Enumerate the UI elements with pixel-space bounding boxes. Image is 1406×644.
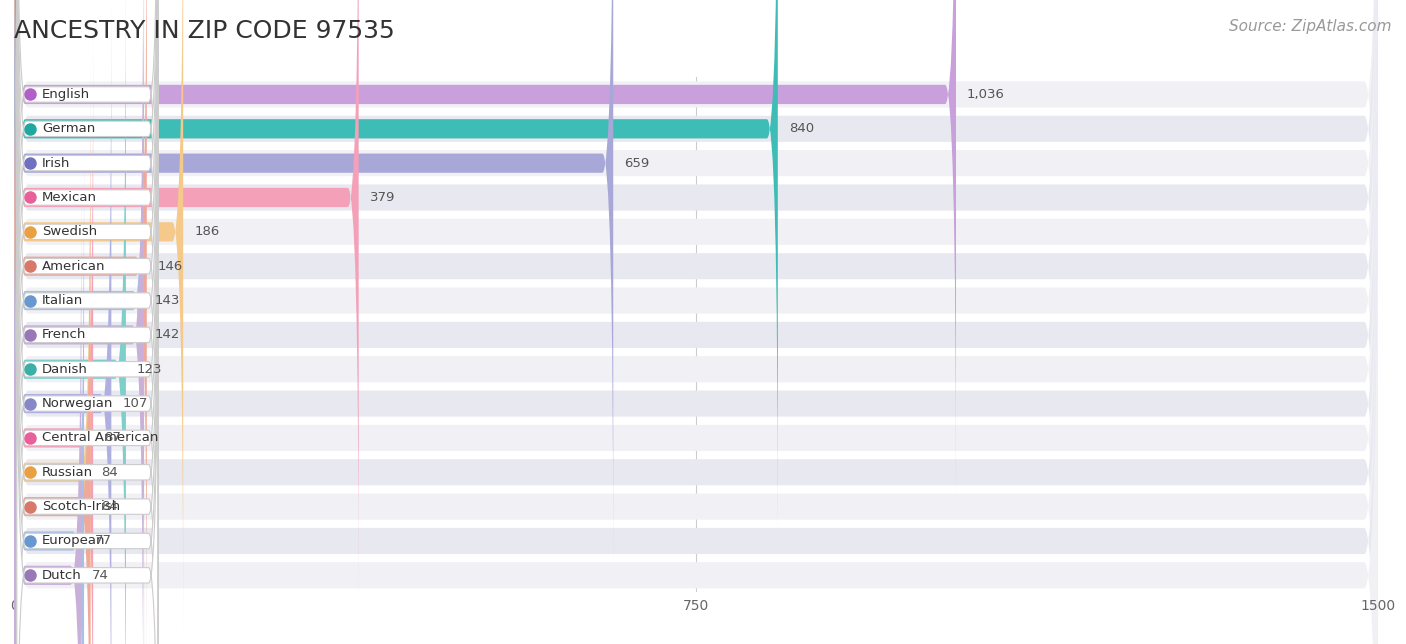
FancyBboxPatch shape	[14, 0, 143, 644]
Text: Russian: Russian	[42, 466, 93, 478]
Text: 77: 77	[96, 535, 112, 547]
Text: French: French	[42, 328, 87, 341]
Text: American: American	[42, 260, 105, 272]
FancyBboxPatch shape	[17, 0, 157, 602]
Text: 123: 123	[136, 363, 162, 375]
FancyBboxPatch shape	[14, 0, 1378, 644]
FancyBboxPatch shape	[17, 0, 157, 533]
Text: 74: 74	[93, 569, 110, 582]
FancyBboxPatch shape	[14, 0, 1378, 596]
Text: Irish: Irish	[42, 156, 70, 169]
FancyBboxPatch shape	[14, 0, 956, 497]
Text: 659: 659	[624, 156, 650, 169]
FancyBboxPatch shape	[14, 104, 90, 644]
FancyBboxPatch shape	[14, 0, 1378, 644]
Text: 84: 84	[101, 500, 118, 513]
FancyBboxPatch shape	[14, 0, 359, 600]
FancyBboxPatch shape	[14, 0, 1378, 644]
FancyBboxPatch shape	[14, 39, 1378, 644]
FancyBboxPatch shape	[17, 68, 157, 644]
FancyBboxPatch shape	[14, 0, 1378, 644]
FancyBboxPatch shape	[14, 0, 1378, 644]
Text: 142: 142	[155, 328, 180, 341]
FancyBboxPatch shape	[14, 0, 1378, 644]
Text: 146: 146	[157, 260, 183, 272]
FancyBboxPatch shape	[14, 0, 1378, 644]
FancyBboxPatch shape	[14, 35, 93, 644]
FancyBboxPatch shape	[17, 0, 157, 636]
FancyBboxPatch shape	[14, 0, 778, 531]
FancyBboxPatch shape	[14, 0, 1378, 631]
FancyBboxPatch shape	[14, 0, 1378, 644]
FancyBboxPatch shape	[14, 0, 1378, 644]
FancyBboxPatch shape	[14, 0, 183, 634]
Text: 379: 379	[370, 191, 395, 204]
FancyBboxPatch shape	[17, 33, 157, 644]
Text: 186: 186	[194, 225, 219, 238]
Text: Danish: Danish	[42, 363, 89, 375]
Text: Swedish: Swedish	[42, 225, 97, 238]
Text: English: English	[42, 88, 90, 101]
Text: Mexican: Mexican	[42, 191, 97, 204]
Text: Source: ZipAtlas.com: Source: ZipAtlas.com	[1229, 19, 1392, 34]
FancyBboxPatch shape	[14, 0, 613, 565]
FancyBboxPatch shape	[14, 0, 143, 644]
Text: 107: 107	[122, 397, 148, 410]
FancyBboxPatch shape	[14, 0, 146, 644]
FancyBboxPatch shape	[17, 0, 157, 644]
Text: Norwegian: Norwegian	[42, 397, 114, 410]
FancyBboxPatch shape	[17, 240, 157, 644]
FancyBboxPatch shape	[14, 138, 84, 644]
FancyBboxPatch shape	[17, 0, 157, 499]
FancyBboxPatch shape	[17, 102, 157, 644]
Text: 84: 84	[101, 466, 118, 478]
Text: 1,036: 1,036	[967, 88, 1005, 101]
Text: Italian: Italian	[42, 294, 83, 307]
Text: 87: 87	[104, 431, 121, 444]
FancyBboxPatch shape	[14, 70, 90, 644]
FancyBboxPatch shape	[17, 205, 157, 644]
FancyBboxPatch shape	[14, 1, 111, 644]
FancyBboxPatch shape	[14, 0, 127, 644]
FancyBboxPatch shape	[14, 0, 1378, 644]
FancyBboxPatch shape	[17, 0, 157, 430]
Text: Dutch: Dutch	[42, 569, 82, 582]
FancyBboxPatch shape	[17, 0, 157, 567]
FancyBboxPatch shape	[14, 5, 1378, 644]
FancyBboxPatch shape	[17, 171, 157, 644]
Text: Central American: Central American	[42, 431, 159, 444]
Text: ANCESTRY IN ZIP CODE 97535: ANCESTRY IN ZIP CODE 97535	[14, 19, 395, 43]
Text: 143: 143	[155, 294, 180, 307]
Text: Scotch-Irish: Scotch-Irish	[42, 500, 121, 513]
Text: 840: 840	[789, 122, 814, 135]
FancyBboxPatch shape	[14, 173, 82, 644]
FancyBboxPatch shape	[17, 0, 157, 464]
Text: European: European	[42, 535, 105, 547]
FancyBboxPatch shape	[17, 137, 157, 644]
FancyBboxPatch shape	[14, 73, 1378, 644]
Text: German: German	[42, 122, 96, 135]
